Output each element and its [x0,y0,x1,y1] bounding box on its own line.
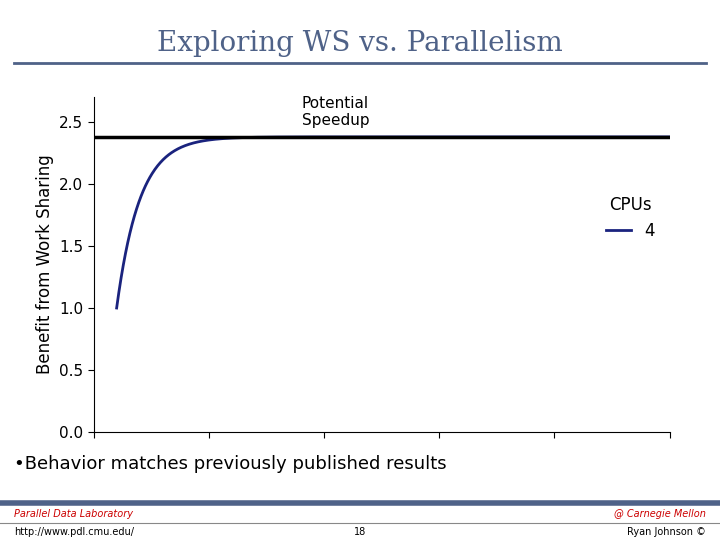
Text: Parallel Data Laboratory: Parallel Data Laboratory [14,509,133,519]
Text: •Behavior matches previously published results: •Behavior matches previously published r… [14,455,447,474]
Text: http://www.pdl.cmu.edu/: http://www.pdl.cmu.edu/ [14,527,135,537]
Text: Exploring WS vs. Parallelism: Exploring WS vs. Parallelism [157,30,563,57]
Y-axis label: Benefit from Work Sharing: Benefit from Work Sharing [35,155,53,374]
Text: 18: 18 [354,527,366,537]
Text: Ryan Johnson ©: Ryan Johnson © [626,527,706,537]
Text: Potential
Speedup: Potential Speedup [302,96,369,128]
Text: @ Carnegie Mellon: @ Carnegie Mellon [613,509,706,519]
Legend: 4: 4 [599,189,661,247]
